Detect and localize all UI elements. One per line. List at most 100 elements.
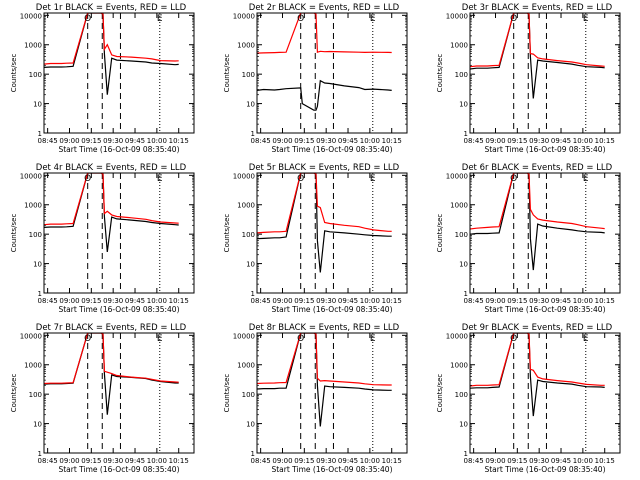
y-tick-label: 100	[242, 391, 255, 399]
annotation-o-marker: O	[510, 174, 517, 184]
x-axis-label: Start Time (16-Oct-09 08:35:40)	[484, 305, 605, 314]
panel-title: Det 3r BLACK = Events, RED = LLD	[462, 3, 613, 13]
x-tick-label: 09:30	[529, 137, 549, 145]
x-axis-label: Start Time (16-Oct-09 08:35:40)	[271, 305, 392, 314]
series-group	[44, 333, 179, 415]
annotation-e-marker: E	[583, 334, 589, 344]
x-tick-label: 10:00	[147, 457, 167, 465]
annotation-e-marker: E	[370, 334, 376, 344]
series-line-events	[470, 333, 605, 417]
series-line-lld	[470, 333, 605, 387]
series-line-lld	[257, 333, 392, 386]
y-tick-label: 1	[251, 130, 255, 138]
y-tick-label: 1	[251, 290, 255, 298]
series-group	[44, 13, 179, 95]
y-tick-label: 1000	[24, 42, 42, 50]
x-tick-label: 09:15	[507, 457, 527, 465]
series-line-events	[257, 173, 392, 273]
series-line-events	[470, 13, 605, 99]
plot-frame	[43, 332, 195, 454]
x-tick-label: 09:00	[272, 297, 292, 305]
x-tick-label: 08:45	[38, 297, 58, 305]
annotation-e-marker: E	[370, 14, 376, 24]
plot-frame	[43, 172, 195, 294]
y-tick-label: 10000	[446, 172, 468, 180]
y-tick-label: 1000	[237, 202, 255, 210]
series-line-lld	[257, 173, 392, 234]
x-axis-label: Start Time (16-Oct-09 08:35:40)	[271, 465, 392, 474]
x-tick-label: 10:15	[595, 457, 615, 465]
y-tick-label: 100	[29, 231, 42, 239]
y-tick-label: 10	[33, 101, 42, 109]
series-line-lld	[44, 13, 179, 65]
panel-title: Det 2r BLACK = Events, RED = LLD	[249, 3, 400, 13]
y-tick-label: 1000	[450, 202, 468, 210]
panel-title: Det 8r BLACK = Events, RED = LLD	[249, 323, 400, 333]
annotation-o-marker: O	[84, 14, 91, 24]
annotation-o-marker: O	[510, 334, 517, 344]
x-tick-label: 09:45	[551, 297, 571, 305]
y-axis-label: Counts/sec	[436, 214, 444, 253]
plot-frame	[469, 332, 621, 454]
series-line-lld	[470, 173, 605, 230]
x-axis-label: Start Time (16-Oct-09 08:35:40)	[58, 305, 179, 314]
y-tick-label: 10000	[20, 172, 42, 180]
x-tick-label: 09:15	[81, 457, 101, 465]
x-axis-label: Start Time (16-Oct-09 08:35:40)	[271, 145, 392, 154]
y-tick-label: 10	[459, 421, 468, 429]
y-axis-label: Counts/sec	[223, 214, 231, 253]
y-tick-label: 1000	[450, 362, 468, 370]
series-group	[44, 173, 179, 252]
y-tick-label: 100	[242, 231, 255, 239]
y-tick-label: 100	[29, 391, 42, 399]
detector-panel-3: 1 10 100 1000 10000 08:45 09:00 09:15 09:30 09:45…	[436, 3, 621, 154]
series-group	[257, 13, 392, 111]
x-tick-label: 09:45	[125, 297, 145, 305]
x-tick-label: 08:45	[251, 457, 271, 465]
panel-title: Det 7r BLACK = Events, RED = LLD	[36, 323, 187, 333]
x-tick-label: 10:00	[147, 297, 167, 305]
x-tick-label: 09:00	[485, 297, 505, 305]
series-line-events	[44, 173, 179, 252]
y-tick-label: 1000	[450, 42, 468, 50]
y-tick-label: 10000	[446, 332, 468, 340]
y-tick-label: 10	[459, 261, 468, 269]
annotation-o-marker: O	[297, 174, 304, 184]
x-tick-label: 09:15	[507, 137, 527, 145]
y-axis-label: Counts/sec	[223, 374, 231, 413]
y-tick-label: 10	[33, 421, 42, 429]
y-tick-label: 10000	[233, 172, 255, 180]
x-tick-label: 10:00	[360, 457, 380, 465]
series-group	[257, 333, 392, 427]
detector-panel-8: 1 10 100 1000 10000 08:45 09:00 09:15 09:30 09:45…	[223, 323, 408, 474]
y-tick-label: 1000	[237, 42, 255, 50]
x-axis-label: Start Time (16-Oct-09 08:35:40)	[484, 145, 605, 154]
x-tick-label: 10:00	[147, 137, 167, 145]
y-tick-label: 1	[38, 130, 42, 138]
x-tick-label: 10:00	[360, 137, 380, 145]
x-tick-label: 09:15	[507, 297, 527, 305]
x-tick-label: 09:30	[529, 457, 549, 465]
series-line-events	[257, 79, 392, 111]
series-group	[257, 173, 392, 273]
y-tick-label: 1000	[24, 202, 42, 210]
x-tick-label: 09:00	[272, 457, 292, 465]
annotation-o-marker: O	[297, 334, 304, 344]
annotation-e-marker: E	[583, 14, 589, 24]
annotation-e-marker: E	[583, 174, 589, 184]
x-tick-label: 10:00	[573, 137, 593, 145]
series-group	[470, 333, 605, 417]
x-tick-label: 10:15	[382, 137, 402, 145]
x-tick-label: 08:45	[38, 137, 58, 145]
x-tick-label: 09:15	[81, 137, 101, 145]
series-line-events	[44, 13, 179, 95]
y-axis-label: Counts/sec	[436, 54, 444, 93]
y-tick-label: 1	[38, 450, 42, 458]
annotation-e-marker: E	[157, 174, 163, 184]
x-tick-label: 08:45	[38, 457, 58, 465]
y-tick-label: 10000	[233, 12, 255, 20]
x-tick-label: 09:45	[125, 457, 145, 465]
series-line-events	[470, 173, 605, 271]
x-tick-label: 10:00	[360, 297, 380, 305]
